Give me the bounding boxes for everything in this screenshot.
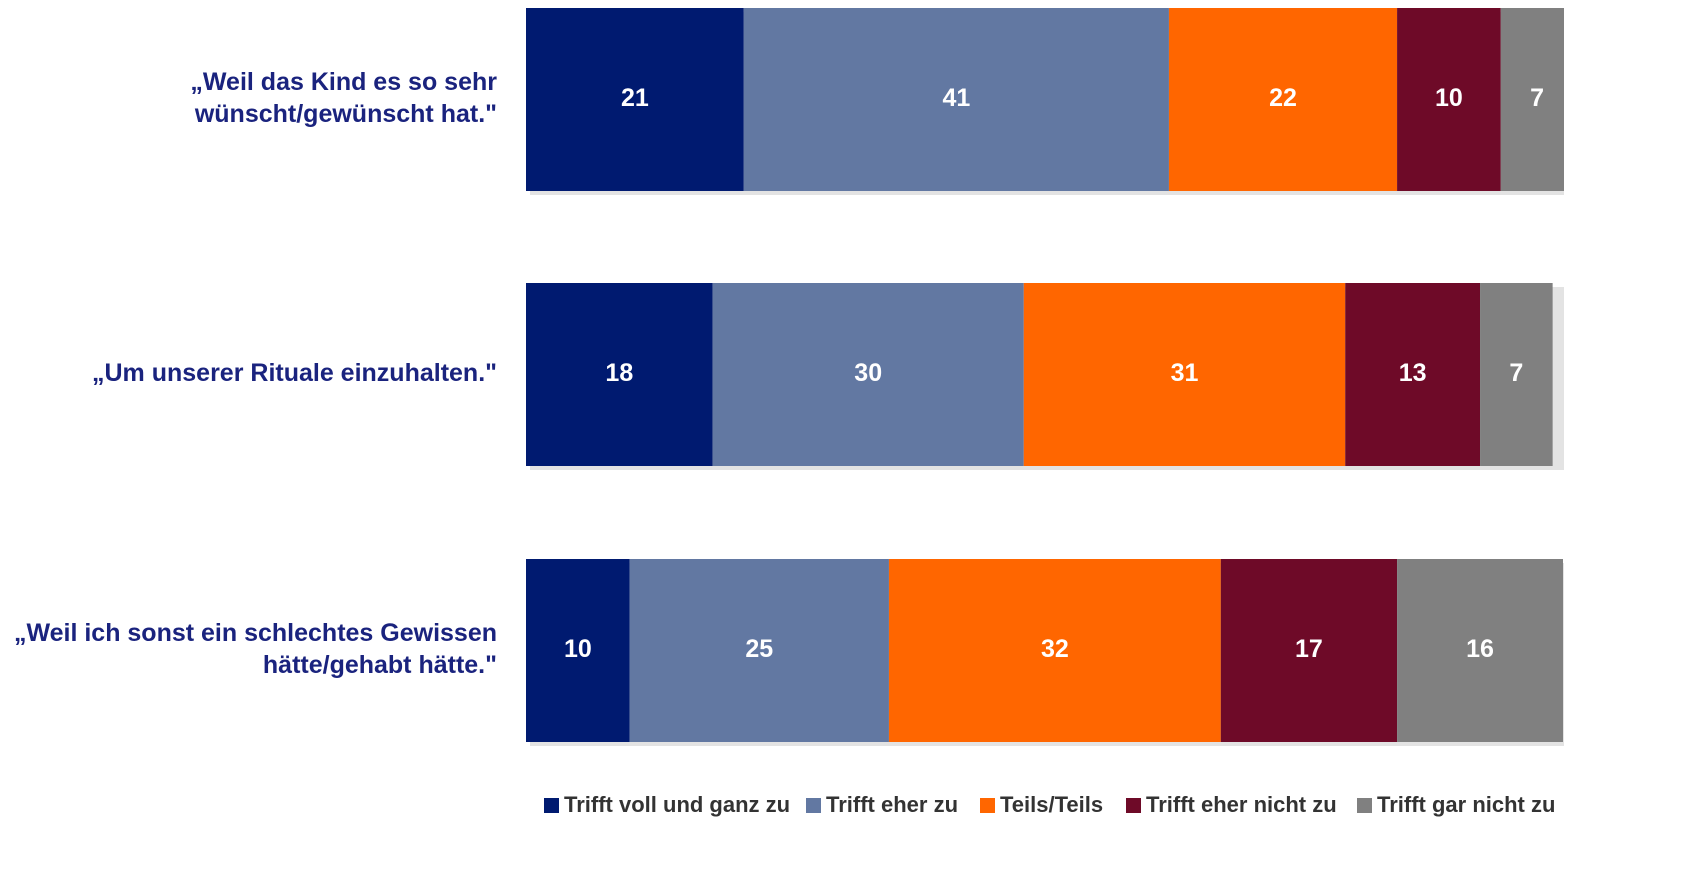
bar-segment xyxy=(1397,559,1563,742)
value-label: 7 xyxy=(1509,359,1523,387)
value-label: 32 xyxy=(1041,635,1069,663)
bar-segment xyxy=(712,283,1024,466)
category-label: „Weil ich sonst ein schlechtes Gewissen xyxy=(14,619,497,647)
legend-swatch xyxy=(544,798,559,813)
plot-area: 21 41 22 10 7 18 30 31 13 7 10 25 32 17 16 xyxy=(526,8,1564,746)
value-label: 31 xyxy=(1171,359,1199,387)
bar-segment xyxy=(888,559,1221,742)
category-label: „Weil das Kind es so sehr xyxy=(190,68,497,96)
value-label: 21 xyxy=(621,84,649,112)
bar-segment xyxy=(526,559,630,742)
value-label: 30 xyxy=(854,359,882,387)
bar-segment xyxy=(1023,283,1346,466)
bar-segment xyxy=(1345,283,1481,466)
value-label: 13 xyxy=(1399,359,1427,387)
value-label: 10 xyxy=(564,635,592,663)
legend-label: Trifft eher nicht zu xyxy=(1146,792,1337,817)
legend-label: Trifft voll und ganz zu xyxy=(564,792,790,817)
value-label: 7 xyxy=(1530,84,1544,112)
value-label: 16 xyxy=(1466,635,1494,663)
bar-segment xyxy=(629,559,889,742)
bar-segment xyxy=(743,8,1169,191)
value-label: 41 xyxy=(942,84,970,112)
legend-swatch xyxy=(806,798,821,813)
category-label: „Um unserer Rituale einzuhalten." xyxy=(92,359,497,387)
category-label: wünscht/gewünscht hat." xyxy=(194,100,497,128)
legend-swatch xyxy=(1357,798,1372,813)
bar-segment xyxy=(1500,8,1564,191)
legend-label: Teils/Teils xyxy=(1000,792,1103,817)
bar-segment xyxy=(1480,283,1553,466)
bar-segment xyxy=(1220,559,1398,742)
bar-segment xyxy=(1397,8,1501,191)
value-label: 18 xyxy=(605,359,633,387)
value-label: 25 xyxy=(745,635,773,663)
bar-segment xyxy=(526,8,744,191)
legend-label: Trifft eher zu xyxy=(826,792,958,817)
legend-swatch xyxy=(1126,798,1141,813)
category-label: hätte/gehabt hätte." xyxy=(263,651,497,679)
bar-segment xyxy=(1168,8,1398,191)
legend-swatch xyxy=(980,798,995,813)
legend-label: Trifft gar nicht zu xyxy=(1377,792,1555,817)
value-label: 17 xyxy=(1295,635,1323,663)
bar-segment xyxy=(526,283,713,466)
value-label: 10 xyxy=(1435,84,1463,112)
value-label: 22 xyxy=(1269,84,1297,112)
